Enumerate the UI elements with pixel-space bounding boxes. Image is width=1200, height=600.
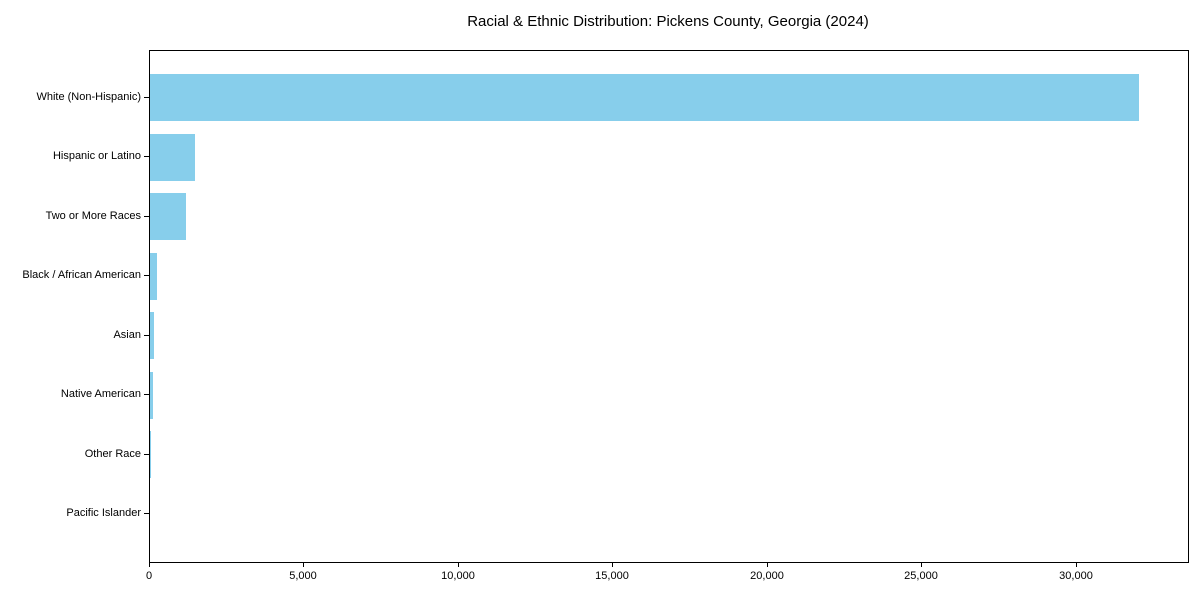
x-tick-mark bbox=[303, 562, 304, 567]
x-tick-mark bbox=[1076, 562, 1077, 567]
x-tick-mark bbox=[149, 562, 150, 567]
x-tick-label: 15,000 bbox=[595, 570, 629, 582]
bar-asian bbox=[150, 312, 154, 359]
plot-area bbox=[149, 50, 1189, 563]
y-tick-mark bbox=[144, 97, 149, 98]
x-tick-label: 10,000 bbox=[441, 570, 475, 582]
bar-white-non-hispanic bbox=[150, 74, 1139, 121]
bar-two-or-more-races bbox=[150, 193, 186, 240]
y-tick-label: Hispanic or Latino bbox=[52, 150, 141, 162]
y-tick-mark bbox=[144, 156, 149, 157]
y-tick-mark bbox=[144, 216, 149, 217]
x-tick-mark bbox=[458, 562, 459, 567]
bar-hispanic-or-latino bbox=[150, 133, 195, 181]
y-tick-label: Other Race bbox=[84, 448, 141, 460]
y-tick-mark bbox=[144, 394, 149, 395]
x-tick-mark bbox=[767, 562, 768, 567]
bar-native-american bbox=[150, 371, 153, 419]
y-tick-mark bbox=[144, 275, 149, 276]
y-tick-label: Native American bbox=[60, 388, 141, 400]
y-tick-label: Black / African American bbox=[22, 269, 141, 281]
x-tick-label: 0 bbox=[145, 570, 153, 582]
x-tick-label: 20,000 bbox=[750, 570, 784, 582]
chart-title: Racial & Ethnic Distribution: Pickens Co… bbox=[467, 13, 869, 30]
y-tick-label: Asian bbox=[113, 329, 141, 341]
y-tick-mark bbox=[144, 335, 149, 336]
bar-black-african-american bbox=[150, 252, 157, 300]
bar-other-race bbox=[150, 431, 151, 478]
x-tick-label: 5,000 bbox=[289, 570, 317, 582]
y-tick-label: Two or More Races bbox=[45, 210, 141, 222]
x-tick-mark bbox=[921, 562, 922, 567]
y-tick-mark bbox=[144, 513, 149, 514]
x-tick-label: 30,000 bbox=[1059, 570, 1093, 582]
y-tick-label: Pacific Islander bbox=[66, 507, 141, 519]
x-tick-mark bbox=[612, 562, 613, 567]
y-tick-mark bbox=[144, 454, 149, 455]
y-tick-label: White (Non-Hispanic) bbox=[36, 91, 141, 103]
x-tick-label: 25,000 bbox=[904, 570, 938, 582]
